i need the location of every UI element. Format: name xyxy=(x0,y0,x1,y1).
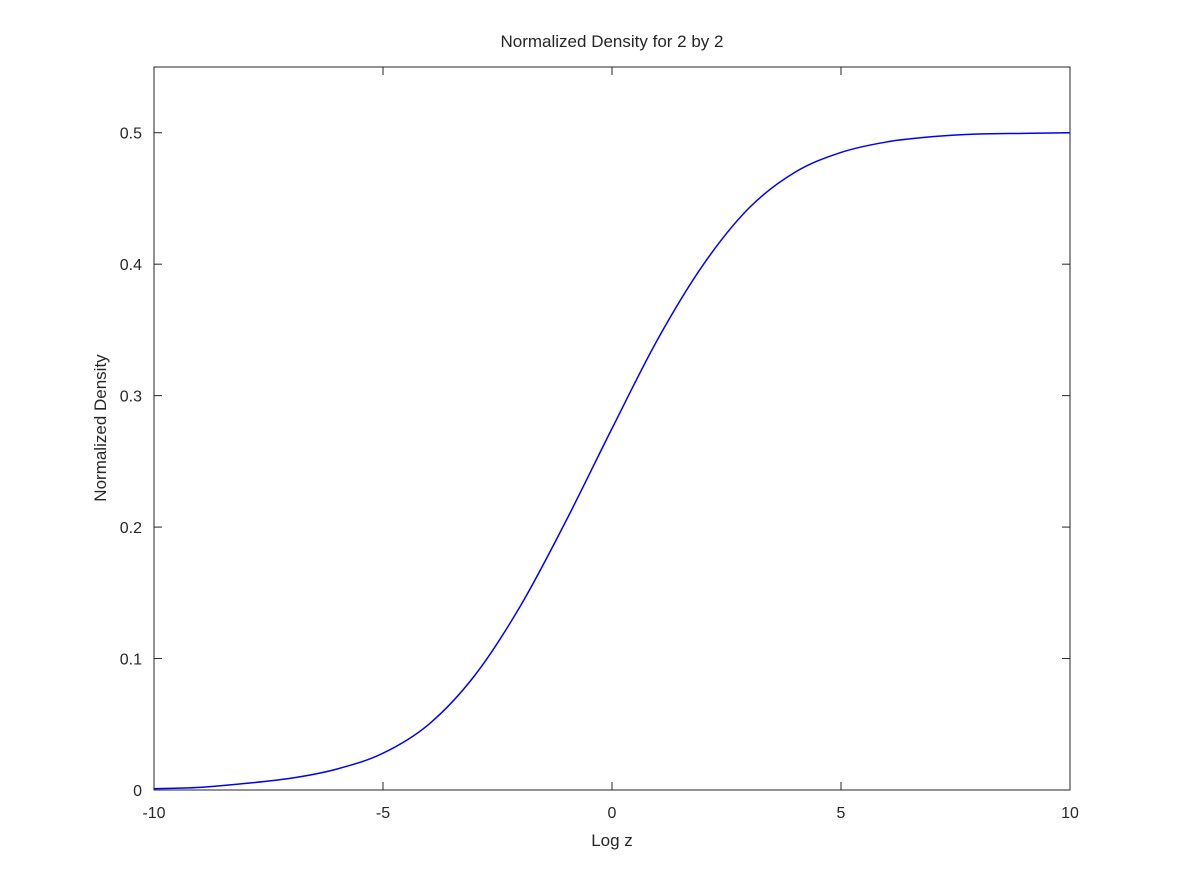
x-axis-label: Log z xyxy=(591,831,633,850)
x-tick-label: -5 xyxy=(376,805,390,822)
x-tick-label: 10 xyxy=(1061,805,1079,822)
y-tick-label: 0.1 xyxy=(120,652,142,669)
y-axis-label: Normalized Density xyxy=(91,354,110,502)
y-tick-label: 0.3 xyxy=(120,389,142,406)
y-tick-label: 0 xyxy=(133,783,142,800)
series-group xyxy=(153,131,1071,790)
x-tick-label: 0 xyxy=(608,805,617,822)
y-tick-label: 0.4 xyxy=(120,257,142,274)
y-tick-label: 0.2 xyxy=(120,520,142,537)
x-tick-label: -10 xyxy=(142,805,165,822)
tick-labels: -10 -5 0 5 10 0 0.1 0.2 0.3 0.4 0.5 xyxy=(120,126,1079,822)
y-tick-label: 0.5 xyxy=(120,126,142,143)
axis-ticks xyxy=(153,67,1071,791)
x-tick-label: 5 xyxy=(837,805,846,822)
series-line xyxy=(153,131,1071,790)
chart-title: Normalized Density for 2 by 2 xyxy=(501,32,724,51)
